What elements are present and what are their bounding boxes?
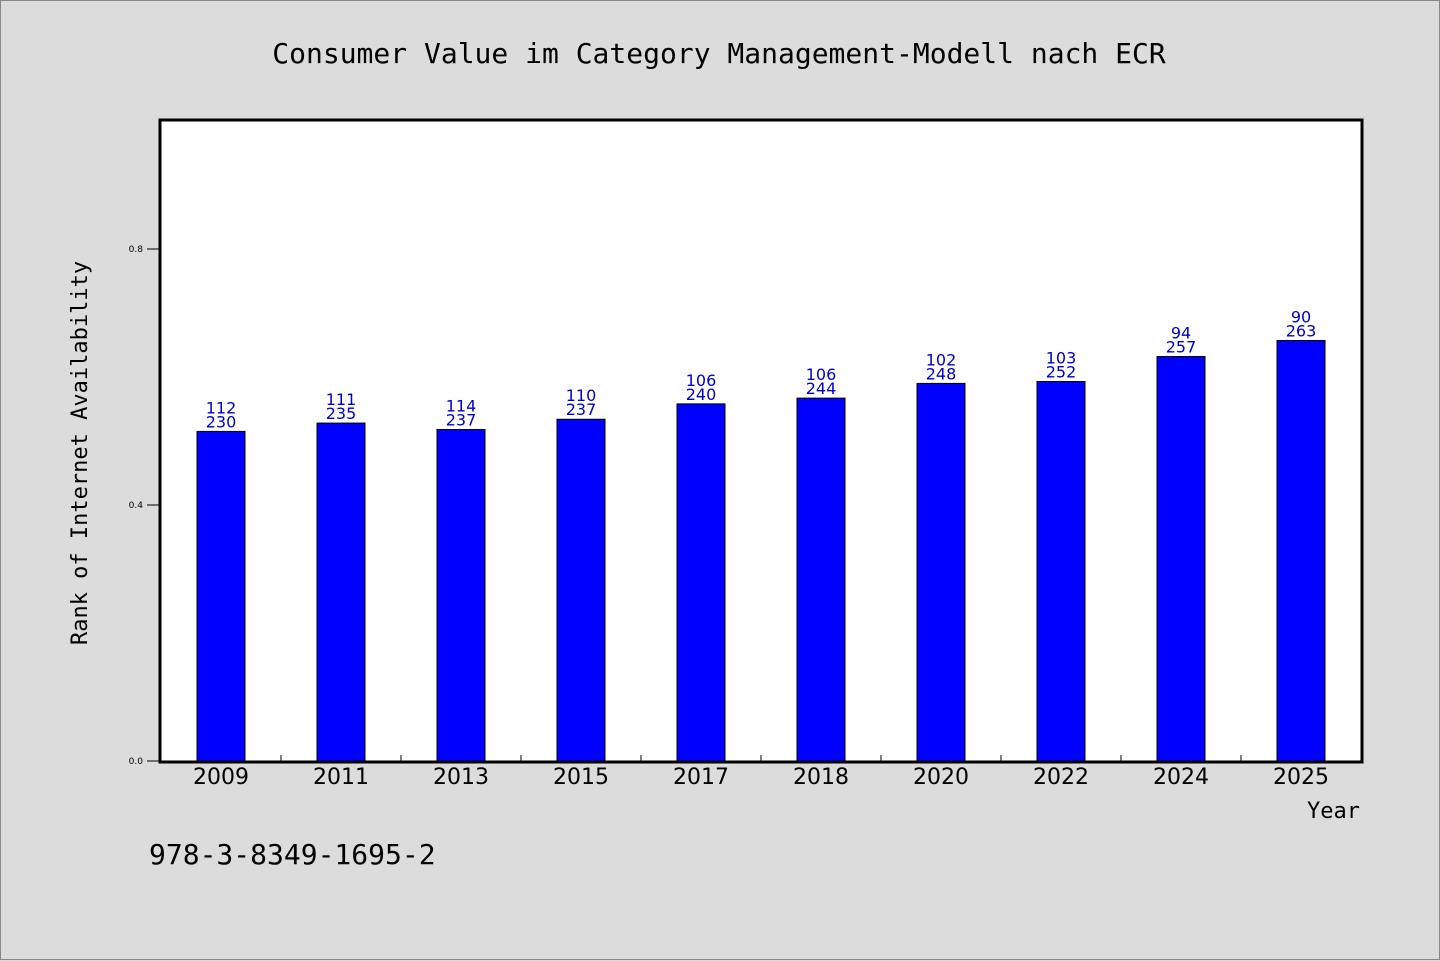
bar-label-bottom: 244: [806, 379, 837, 398]
bar-label-bottom: 257: [1166, 338, 1197, 357]
x-tick-label: 2013: [433, 765, 489, 790]
bar-2009: [196, 430, 246, 762]
bar-label-top: 102: [926, 350, 957, 369]
bar-label-top: 114: [446, 396, 477, 415]
bar-label-top: 106: [806, 365, 837, 384]
x-tick-label: 2022: [1033, 765, 1089, 790]
x-axis-label: Year: [1307, 799, 1360, 824]
bar-label-bottom: 237: [446, 410, 477, 429]
bar-label-bottom: 263: [1286, 322, 1317, 341]
bar-label-bottom: 235: [326, 404, 357, 423]
bar-label-top: 103: [1046, 348, 1077, 367]
x-axis: 2009 2011 2013 2015 2017 2018 2020 2022 2024 2025: [193, 755, 1329, 790]
y-axis: 0.0 0.4 0.8: [129, 245, 161, 767]
bar-2022: [1036, 380, 1086, 762]
bar-label-top: 111: [326, 390, 357, 409]
x-tick-label: 2024: [1153, 765, 1209, 790]
bar-2011: [316, 422, 366, 762]
bar-label-bottom: 230: [206, 412, 237, 431]
bar-2013: [436, 428, 486, 762]
bar-label-top: 90: [1291, 308, 1311, 327]
x-tick-label: 2011: [313, 765, 369, 790]
bar-label-top: 106: [686, 371, 717, 390]
bar-label-top: 110: [566, 386, 597, 405]
bar-2024: [1156, 356, 1206, 762]
y-axis-label: Rank of Internet Availability: [68, 261, 93, 645]
bar-label-bottom: 248: [926, 364, 957, 383]
bar-label-top: 112: [206, 398, 237, 417]
x-tick-label: 2025: [1273, 765, 1329, 790]
x-tick-label: 2015: [553, 765, 609, 790]
x-tick-label: 2018: [793, 765, 849, 790]
y-tick-label: 0.8: [129, 245, 144, 255]
bar-2017: [676, 403, 726, 762]
bar-label-top: 94: [1171, 324, 1191, 343]
bar-label-bottom: 237: [566, 400, 597, 419]
bar-label-bottom: 240: [686, 385, 717, 404]
chart-title: Consumer Value im Category Management-Mo…: [272, 37, 1166, 70]
bar-label-bottom: 252: [1046, 362, 1077, 381]
bar-2015: [556, 418, 606, 762]
x-tick-label: 2020: [913, 765, 969, 790]
bar-2025: [1276, 340, 1326, 762]
bar-2020: [916, 382, 966, 762]
bar-2018: [796, 397, 846, 762]
y-tick-label: 0.4: [129, 501, 144, 511]
x-tick-label: 2017: [673, 765, 729, 790]
x-tick-label: 2009: [193, 765, 249, 790]
footnote: 978-3-8349-1695-2: [149, 838, 436, 871]
y-tick-label: 0.0: [129, 757, 144, 767]
